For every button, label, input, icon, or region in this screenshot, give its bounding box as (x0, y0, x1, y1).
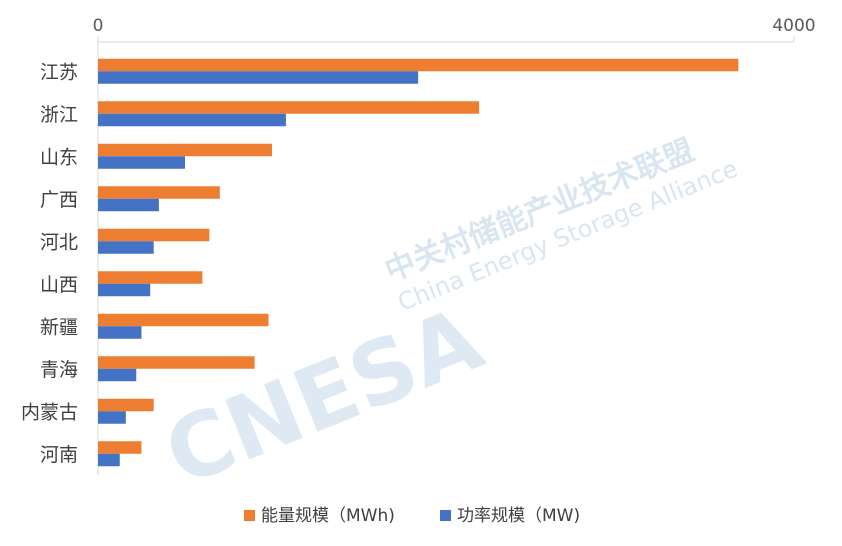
bar-power-3 (98, 198, 159, 212)
bar-power-6 (98, 326, 142, 339)
category-label: 江苏 (40, 61, 78, 83)
bars-layer (98, 58, 739, 467)
bar-power-7 (98, 368, 137, 382)
category-label: 河南 (40, 444, 78, 466)
legend-label: 功率规模（MW) (457, 506, 580, 526)
bar-power-0 (98, 71, 419, 84)
category-label: 内蒙古 (21, 401, 78, 423)
legend-label: 能量规模（MWh) (261, 506, 395, 526)
bar-energy-3 (98, 186, 220, 199)
legend-swatch-1 (440, 510, 451, 521)
category-label: 广西 (40, 189, 78, 211)
category-label: 河北 (40, 231, 78, 253)
watermark: CNESA 中关村储能产业技术联盟 China Energy Storage A… (151, 133, 742, 506)
x-tick-label: 0 (93, 16, 104, 36)
bar-power-9 (98, 453, 120, 467)
bar-power-2 (98, 156, 185, 169)
bar-energy-8 (98, 398, 154, 412)
bar-energy-6 (98, 313, 269, 327)
bar-energy-0 (98, 58, 739, 72)
bar-energy-5 (98, 271, 203, 284)
bar-power-4 (98, 241, 154, 254)
legend-swatch-0 (244, 510, 255, 521)
bar-energy-4 (98, 228, 210, 242)
category-label: 新疆 (40, 316, 78, 338)
bar-energy-9 (98, 441, 142, 454)
category-label: 青海 (40, 359, 78, 381)
category-label: 山西 (40, 274, 78, 296)
bar-power-5 (98, 283, 151, 297)
x-tick-label: 4000 (772, 16, 815, 36)
category-label: 山东 (40, 146, 78, 168)
category-label: 浙江 (40, 104, 78, 126)
legend: 能量规模（MWh) 功率规模（MW) (244, 506, 580, 526)
bar-power-8 (98, 411, 126, 424)
bar-energy-2 (98, 143, 272, 157)
bar-energy-1 (98, 101, 480, 114)
bar-energy-7 (98, 356, 255, 369)
bar-power-1 (98, 113, 286, 127)
